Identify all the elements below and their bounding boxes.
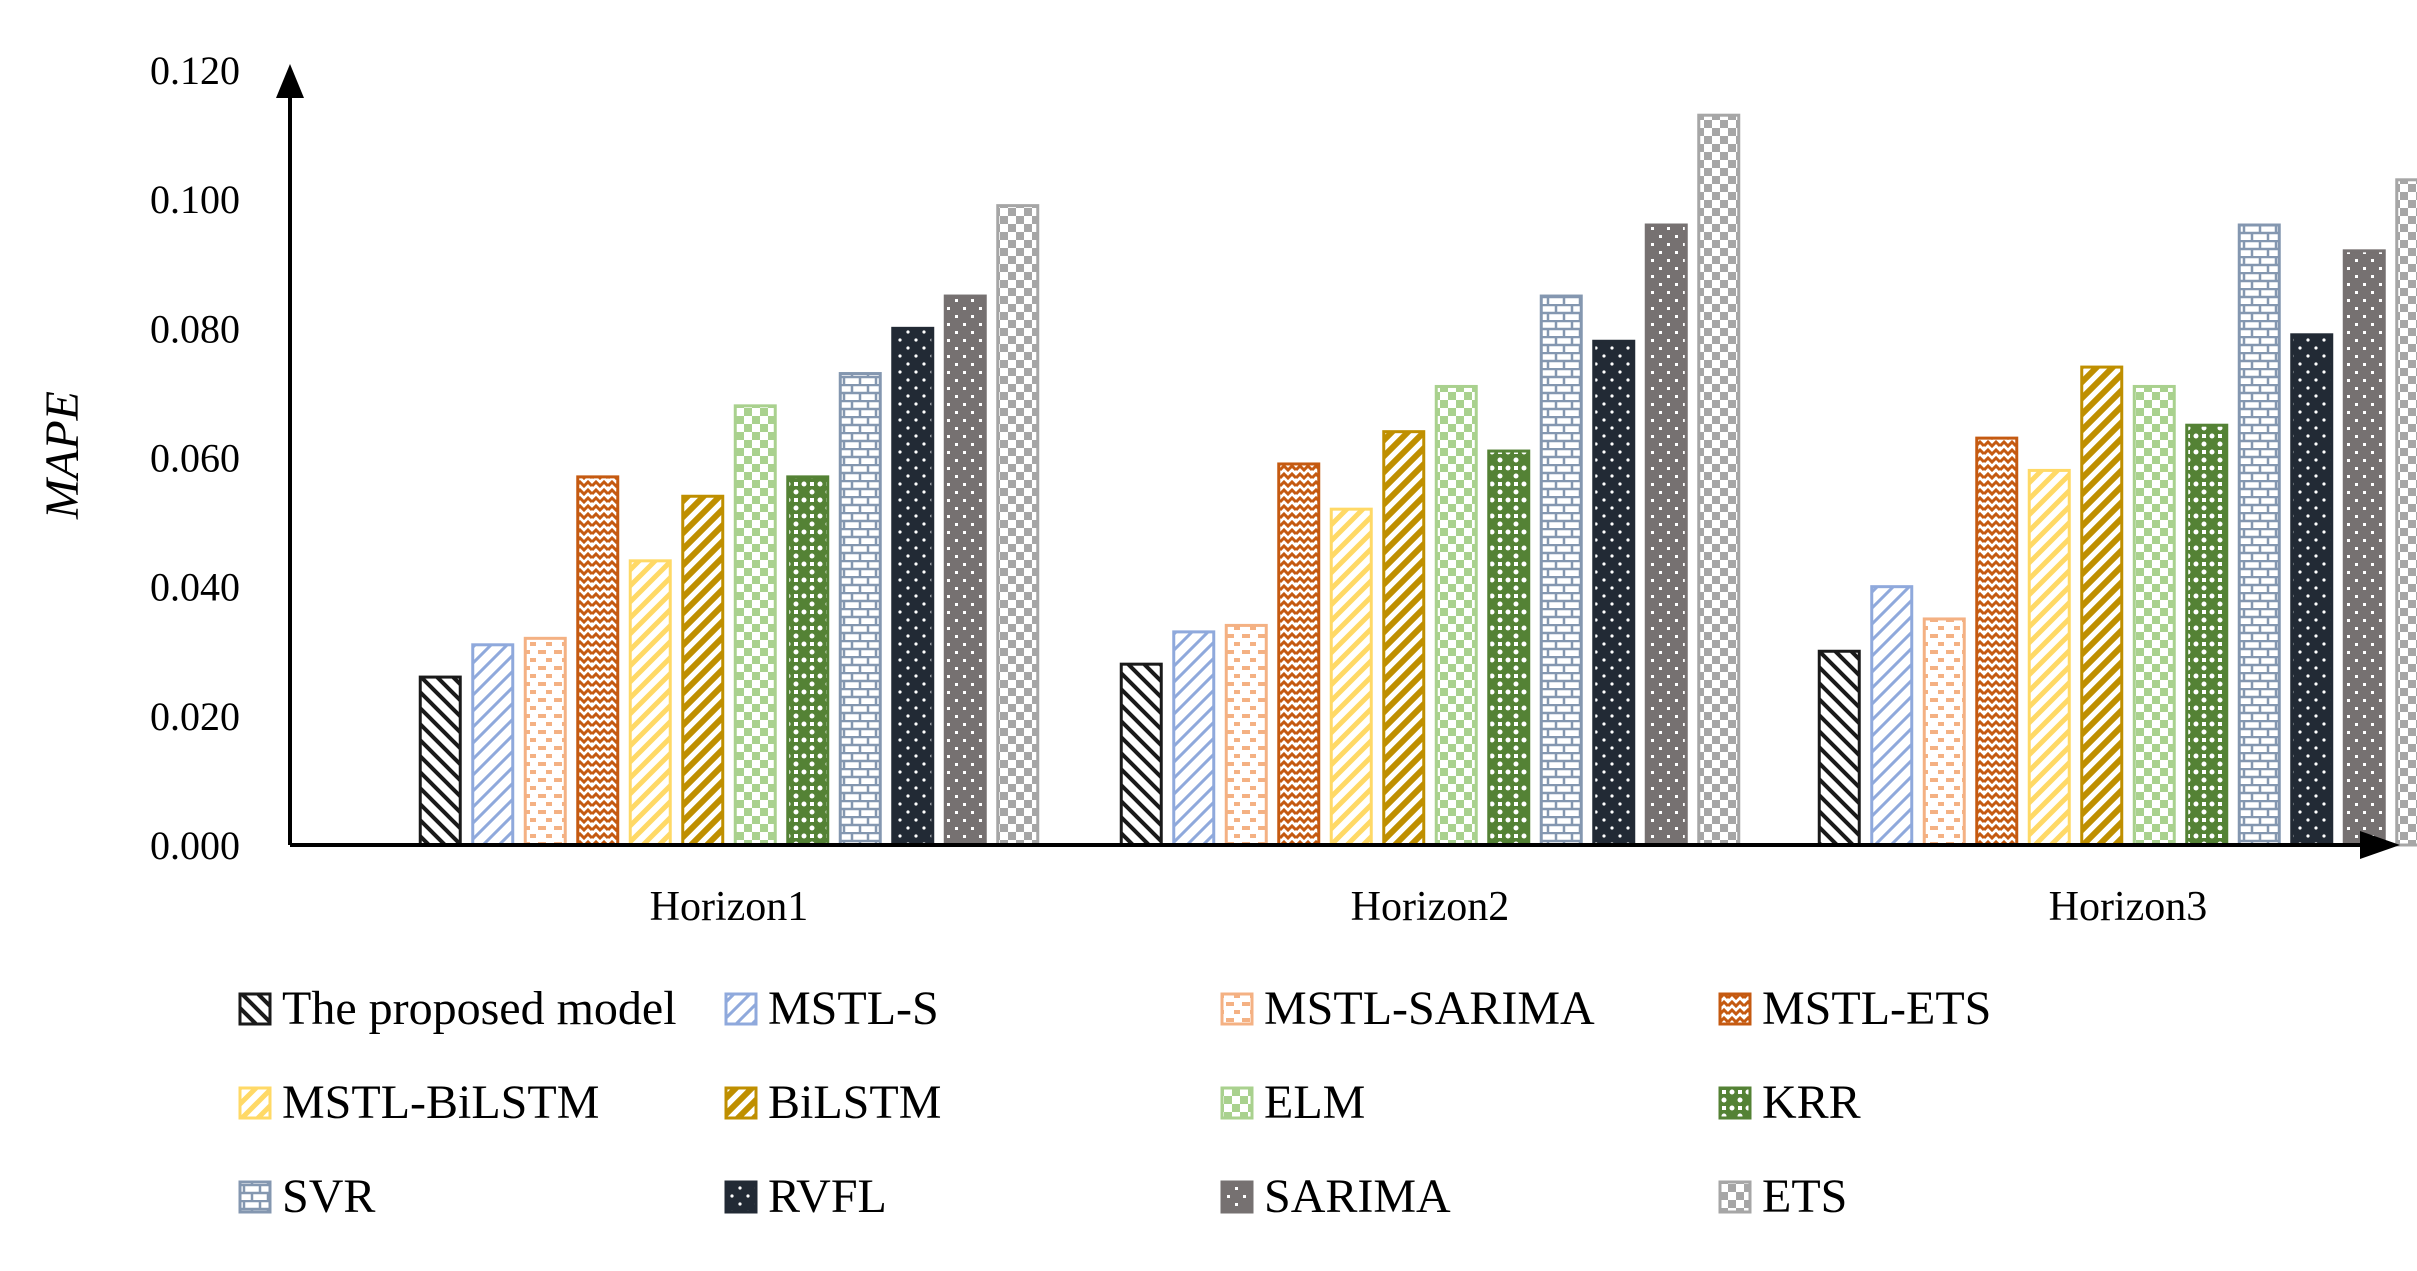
legend-label: BiLSTM [768,1076,941,1129]
bar-krr-horizon1 [786,475,830,847]
bar-svr-horizon2 [1539,294,1583,847]
legend-label: SARIMA [1264,1170,1451,1223]
bar-the-proposed-model-horizon2 [1119,662,1163,847]
legend-item-the-proposed-model: The proposed model [238,982,677,1035]
x-category-label: Horizon3 [2049,884,2208,930]
y-axis-arrow [276,64,304,98]
bar-rvfl-horizon1 [891,326,935,847]
y-tick-label: 0.040 [150,565,240,610]
x-category-labels: Horizon1 Horizon2 Horizon3 [650,884,2208,930]
bar-bilstm-horizon3 [2080,365,2124,847]
axes-group: MAPE [36,64,2400,859]
bar-mstl-bilstm-horizon1 [628,559,672,847]
y-tick-label: 0.060 [150,436,240,481]
y-tick-label: 0.000 [150,823,240,868]
bar-elm-horizon1 [733,404,777,847]
y-tick-label: 0.020 [150,694,240,739]
legend-swatch [724,1180,758,1214]
legend-swatch [1718,992,1752,1026]
bar-mstl-s-horizon2 [1172,630,1216,847]
x-category-label: Horizon1 [650,884,809,930]
legend-item-elm: ELM [1220,1076,1365,1129]
bar-the-proposed-model-horizon3 [1817,649,1861,847]
legend-item-mstl-ets: MSTL-ETS [1718,982,1991,1035]
legend-item-mstl-s: MSTL-S [724,982,939,1035]
bar-the-proposed-model-horizon1 [418,675,462,847]
legend-swatch [1718,1086,1752,1120]
legend-label: The proposed model [282,982,677,1035]
bar-mstl-sarima-horizon1 [523,636,567,847]
legend-label: ETS [1762,1170,1847,1223]
bar-sarima-horizon2 [1644,223,1688,847]
legend-swatch [724,1086,758,1120]
bar-mstl-ets-horizon1 [576,475,620,847]
bar-mstl-ets-horizon2 [1277,462,1321,847]
legend-item-krr: KRR [1718,1076,1861,1129]
legend-swatch [1220,1086,1254,1120]
legend-label: ELM [1264,1076,1365,1129]
legend-item-sarima: SARIMA [1220,1170,1451,1223]
bar-elm-horizon3 [2132,384,2176,847]
legend-item-ets: ETS [1718,1170,1847,1223]
y-tick-label: 0.120 [150,48,240,93]
x-category-label: Horizon2 [1351,884,1510,930]
bar-mstl-ets-horizon3 [1975,436,2019,847]
legend-label: MSTL-SARIMA [1264,982,1595,1035]
legend-label: RVFL [768,1170,887,1223]
bar-svr-horizon3 [2237,223,2281,847]
legend: The proposed model MSTL-S MSTL-SARIMA MSTL-… [238,982,1991,1223]
bar-mstl-bilstm-horizon3 [2027,468,2071,847]
bar-svr-horizon1 [838,372,882,847]
legend-swatch [238,1180,272,1214]
bar-mstl-sarima-horizon3 [1922,617,1966,847]
legend-label: MSTL-BiLSTM [282,1076,599,1129]
legend-swatch [238,992,272,1026]
legend-swatch [1220,1180,1254,1214]
bar-ets-horizon2 [1697,113,1741,847]
bar-ets-horizon1 [996,204,1040,847]
bar-rvfl-horizon2 [1592,339,1636,847]
bar-mstl-s-horizon1 [471,643,515,847]
y-axis-title: MAPE [36,391,89,520]
bar-krr-horizon3 [2185,423,2229,847]
bar-rvfl-horizon3 [2290,333,2334,847]
bar-mstl-s-horizon3 [1870,585,1914,847]
bar-sarima-horizon1 [943,294,987,847]
bar-sarima-horizon3 [2342,249,2386,847]
legend-swatch [724,992,758,1026]
legend-label: MSTL-ETS [1762,982,1991,1035]
legend-swatch [1220,992,1254,1026]
bar-bilstm-horizon1 [681,494,725,847]
legend-item-mstl-sarima: MSTL-SARIMA [1220,982,1595,1035]
legend-item-svr: SVR [238,1170,375,1223]
bar-ets-horizon3 [2395,178,2417,847]
legend-item-mstl-bilstm: MSTL-BiLSTM [238,1076,599,1129]
legend-item-bilstm: BiLSTM [724,1076,941,1129]
bar-mstl-sarima-horizon2 [1224,623,1268,847]
y-tick-labels: 0.000 0.020 0.040 0.060 0.080 0.100 0.120 [150,48,240,868]
bars-group [418,113,2417,847]
legend-label: KRR [1762,1076,1861,1129]
bar-krr-horizon2 [1487,449,1531,847]
legend-label: SVR [282,1170,375,1223]
y-tick-label: 0.100 [150,177,240,222]
bar-mstl-bilstm-horizon2 [1329,507,1373,847]
legend-item-rvfl: RVFL [724,1170,887,1223]
bar-elm-horizon2 [1434,384,1478,847]
bar-bilstm-horizon2 [1382,430,1426,847]
legend-label: MSTL-S [768,982,939,1035]
legend-swatch [238,1086,272,1120]
legend-swatch [1718,1180,1752,1214]
x-axis-arrow [2360,831,2400,859]
y-tick-label: 0.080 [150,306,240,351]
